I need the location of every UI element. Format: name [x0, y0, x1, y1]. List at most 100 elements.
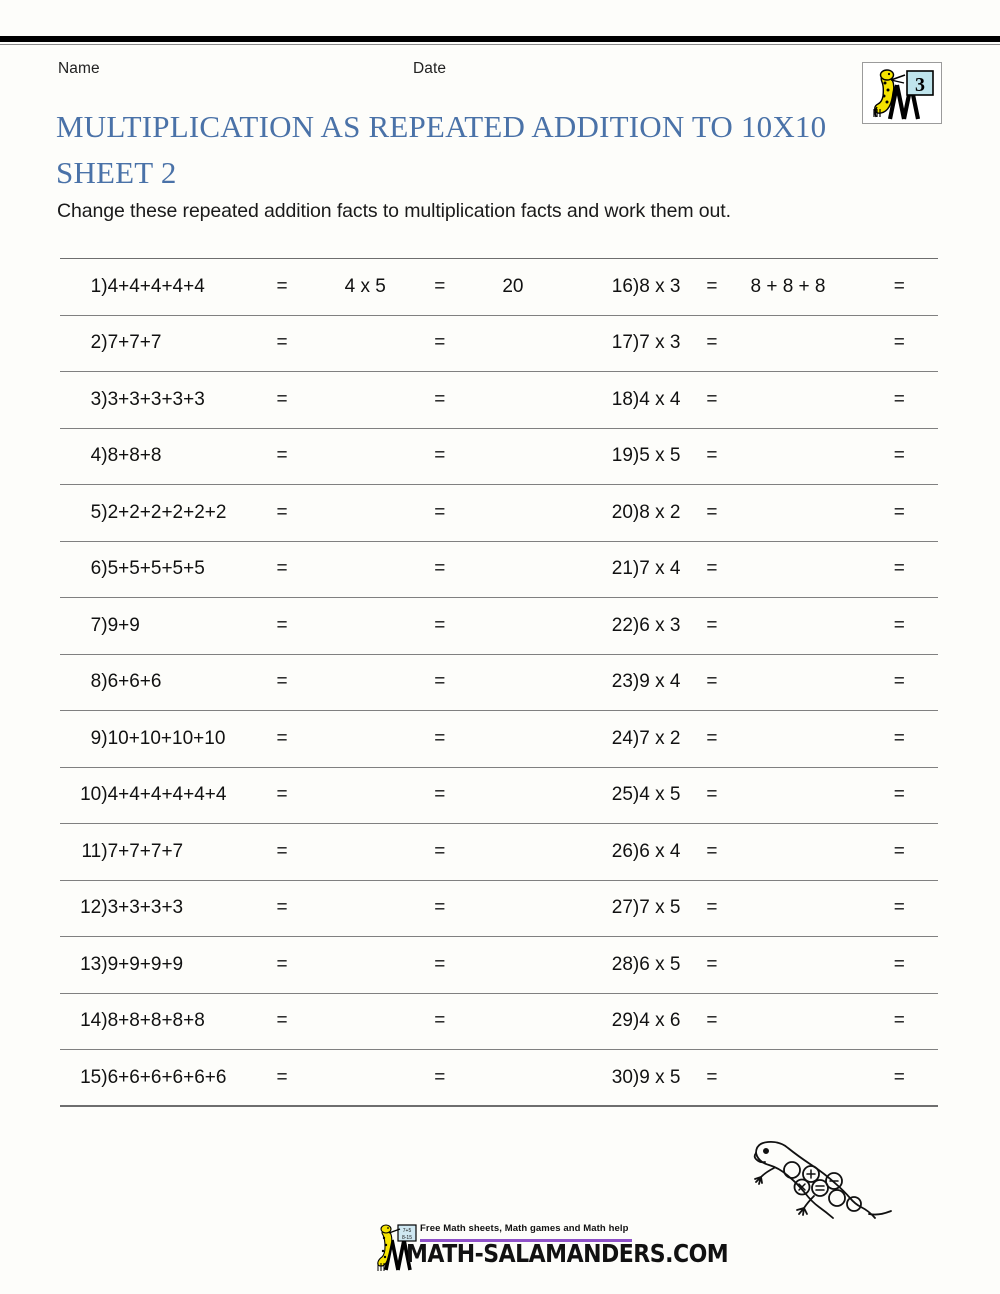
problem-expression-left: 5+5+5+5+5 — [107, 540, 277, 598]
equals-sign-left-1: = — [276, 879, 345, 937]
page-top-rule-thin — [0, 44, 1000, 45]
problem-expression-right: 4 x 5 — [639, 766, 707, 824]
answer-slot-left-2[interactable] — [502, 710, 587, 768]
answer-slot-right-1[interactable] — [750, 710, 894, 768]
equals-sign-right-2: = — [893, 314, 938, 372]
answer-slot-left-2[interactable] — [502, 540, 587, 598]
answer-slot-left-1[interactable] — [344, 710, 435, 768]
answer-slot-right-1[interactable] — [750, 992, 894, 1050]
table-row: 12) 3+3+3+3 = = 27) 7 x 5 = = — [60, 879, 938, 937]
equals-sign-left-1: = — [276, 484, 345, 542]
problem-expression-left: 2+2+2+2+2+2 — [107, 484, 277, 542]
footer-tagline: Free Math sheets, Math games and Math he… — [420, 1223, 629, 1234]
equals-sign-right-1: = — [706, 879, 751, 937]
answer-slot-left-1[interactable] — [344, 597, 435, 655]
equals-sign-left-2: = — [434, 597, 503, 655]
answer-slot-left-2[interactable] — [502, 879, 587, 937]
answer-slot-left-1[interactable] — [344, 540, 435, 598]
problem-number-right: 26) — [586, 823, 640, 881]
equals-sign-right-1: = — [706, 427, 751, 485]
answer-slot-left-1[interactable] — [344, 314, 435, 372]
name-date-row: Name Date — [58, 60, 938, 82]
grade-logo: 3 — [862, 62, 942, 124]
answer-slot-left-1[interactable] — [344, 1049, 435, 1107]
equals-sign-right-1: = — [706, 597, 751, 655]
answer-slot-right-1[interactable] — [750, 653, 894, 711]
answer-slot-left-2[interactable]: 20 — [502, 258, 587, 316]
table-row: 8) 6+6+6 = = 23) 9 x 4 = = — [60, 653, 938, 711]
salamander-icon — [753, 1140, 892, 1219]
equals-sign-right-1: = — [706, 371, 751, 429]
answer-slot-left-1[interactable] — [344, 879, 435, 937]
table-row: 4) 8+8+8 = = 19) 5 x 5 = = — [60, 427, 938, 485]
date-label: Date — [413, 60, 447, 77]
answer-slot-left-2[interactable] — [502, 427, 587, 485]
answer-slot-left-1[interactable] — [344, 823, 435, 881]
equals-sign-left-1: = — [276, 710, 345, 768]
answer-slot-right-1[interactable] — [750, 427, 894, 485]
problem-number-left: 12) — [60, 879, 108, 937]
answer-slot-right-1[interactable] — [750, 936, 894, 994]
answer-slot-right-1[interactable] — [750, 1049, 894, 1107]
answer-slot-left-2[interactable] — [502, 992, 587, 1050]
answer-slot-right-1[interactable] — [750, 371, 894, 429]
problems-table: 1) 4+4+4+4+4 = 4 x 5 = 20 16) 8 x 3 = 8 + 8 + 8 = 2… — [60, 258, 938, 1107]
answer-slot-right-1[interactable] — [750, 484, 894, 542]
problem-number-left: 1) — [60, 258, 108, 316]
problems-table-body: 1) 4+4+4+4+4 = 4 x 5 = 20 16) 8 x 3 = 8 + 8 + 8 = 2… — [60, 258, 938, 1107]
answer-slot-left-1[interactable]: 4 x 5 — [344, 258, 435, 316]
answer-slot-left-1[interactable] — [344, 653, 435, 711]
answer-slot-left-1[interactable] — [344, 484, 435, 542]
answer-slot-left-2[interactable] — [502, 766, 587, 824]
answer-slot-right-1[interactable] — [750, 597, 894, 655]
answer-slot-left-1[interactable] — [344, 992, 435, 1050]
equals-sign-left-1: = — [276, 823, 345, 881]
answer-slot-left-1[interactable] — [344, 371, 435, 429]
name-label: Name — [58, 60, 100, 77]
problem-expression-right: 7 x 4 — [639, 540, 707, 598]
equals-sign-left-2: = — [434, 484, 503, 542]
answer-slot-left-2[interactable] — [502, 597, 587, 655]
problem-number-left: 10) — [60, 766, 108, 824]
answer-slot-left-2[interactable] — [502, 484, 587, 542]
problem-expression-right: 5 x 5 — [639, 427, 707, 485]
problem-expression-right: 6 x 3 — [639, 597, 707, 655]
problem-expression-right: 8 x 3 — [639, 258, 707, 316]
answer-slot-left-2[interactable] — [502, 314, 587, 372]
problem-number-right: 23) — [586, 653, 640, 711]
equals-sign-right-1: = — [706, 258, 751, 316]
problem-expression-left: 3+3+3+3+3 — [107, 371, 277, 429]
problem-expression-right: 9 x 5 — [639, 1049, 707, 1107]
equals-sign-left-2: = — [434, 710, 503, 768]
problem-expression-left: 4+4+4+4+4+4 — [107, 766, 277, 824]
answer-slot-right-1[interactable] — [750, 540, 894, 598]
problem-number-left: 3) — [60, 371, 108, 429]
problem-number-right: 21) — [586, 540, 640, 598]
problem-number-left: 8) — [60, 653, 108, 711]
problem-number-right: 19) — [586, 427, 640, 485]
equals-sign-right-1: = — [706, 710, 751, 768]
answer-slot-left-2[interactable] — [502, 1049, 587, 1107]
answer-slot-right-1[interactable] — [750, 823, 894, 881]
salamander-easel-icon: 7+5 8-15 — [377, 1224, 417, 1271]
answer-slot-left-2[interactable] — [502, 936, 587, 994]
answer-slot-right-1[interactable] — [750, 766, 894, 824]
equals-sign-right-1: = — [706, 766, 751, 824]
answer-slot-left-2[interactable] — [502, 823, 587, 881]
problem-number-left: 9) — [60, 710, 108, 768]
answer-slot-left-2[interactable] — [502, 653, 587, 711]
equals-sign-right-2: = — [893, 936, 938, 994]
equals-sign-left-1: = — [276, 936, 345, 994]
equals-sign-right-1: = — [706, 653, 751, 711]
answer-slot-left-1[interactable] — [344, 766, 435, 824]
answer-slot-right-1[interactable]: 8 + 8 + 8 — [750, 258, 894, 316]
page-title: MULTIPLICATION AS REPEATED ADDITION TO 1… — [56, 104, 846, 196]
answer-slot-right-1[interactable] — [750, 879, 894, 937]
problem-expression-right: 9 x 4 — [639, 653, 707, 711]
answer-slot-left-2[interactable] — [502, 371, 587, 429]
answer-slot-right-1[interactable] — [750, 314, 894, 372]
problem-expression-right: 7 x 5 — [639, 879, 707, 937]
problem-number-right: 27) — [586, 879, 640, 937]
answer-slot-left-1[interactable] — [344, 936, 435, 994]
answer-slot-left-1[interactable] — [344, 427, 435, 485]
